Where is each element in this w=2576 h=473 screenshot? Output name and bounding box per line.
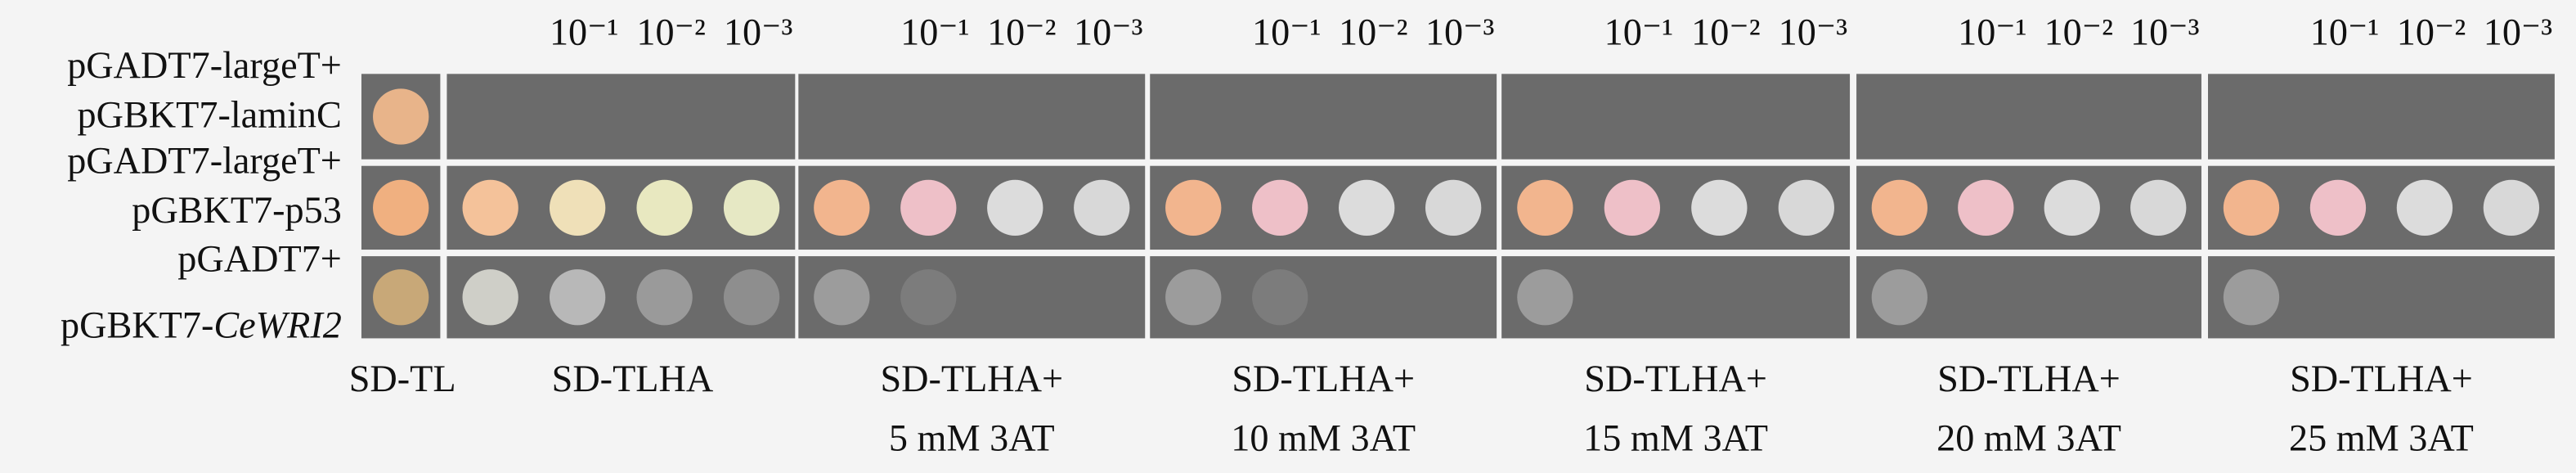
row-label: pGBKT7-p53 bbox=[132, 189, 342, 231]
condition-label: 5 mM 3AT bbox=[889, 417, 1055, 458]
dilution-label: 10⁻¹ bbox=[550, 11, 618, 53]
dilution-label: 10⁻¹ bbox=[1604, 11, 1673, 53]
colony-spot bbox=[900, 179, 957, 236]
row-label: pGBKT7-laminC bbox=[78, 93, 342, 135]
colony-spot bbox=[1074, 179, 1130, 236]
dilution-label: 10⁻² bbox=[636, 11, 705, 53]
colony-spot bbox=[987, 179, 1043, 236]
colony-spot bbox=[1871, 179, 1928, 236]
colony-spot bbox=[549, 179, 606, 236]
dilution-label: 10⁻³ bbox=[1074, 11, 1142, 53]
dilution-label: 10⁻² bbox=[1339, 11, 1407, 53]
colony-spot bbox=[1425, 179, 1482, 236]
dilution-label: 10⁻¹ bbox=[900, 11, 969, 53]
condition-label: 15 mM 3AT bbox=[1583, 417, 1768, 458]
dilution-label: 10⁻² bbox=[2397, 11, 2466, 53]
plate-panel bbox=[447, 74, 796, 160]
colony-spot bbox=[814, 179, 870, 236]
row-label: pGADT7+ bbox=[177, 238, 342, 280]
dilution-label: 10⁻² bbox=[1691, 11, 1760, 53]
dilution-label: 10⁻¹ bbox=[1252, 11, 1321, 53]
condition-label: SD-TLHA bbox=[552, 358, 714, 399]
dilution-label: 10⁻³ bbox=[2484, 11, 2552, 53]
colony-spot bbox=[373, 88, 429, 145]
colony-spot bbox=[1691, 179, 1748, 236]
row-label: pGADT7-largeT+ bbox=[67, 44, 342, 86]
dilution-label: 10⁻¹ bbox=[2310, 11, 2379, 53]
plate-panel bbox=[1501, 74, 1851, 160]
colony-spot bbox=[636, 269, 693, 326]
colony-spot bbox=[814, 269, 870, 326]
colony-spot bbox=[1517, 269, 1573, 326]
colony-spot bbox=[2309, 179, 2367, 236]
dilution-label: 10⁻³ bbox=[724, 11, 792, 53]
colony-spot bbox=[2483, 179, 2540, 236]
condition-label: SD-TLHA+ bbox=[2290, 358, 2473, 399]
colony-spot bbox=[2223, 269, 2280, 326]
row-label-part: pGBKT7-p53 bbox=[132, 189, 342, 231]
colony-spot bbox=[2396, 179, 2453, 236]
dilution-label: 10⁻¹ bbox=[1958, 11, 2026, 53]
plate-panel bbox=[2208, 74, 2555, 160]
dilution-label: 10⁻³ bbox=[2130, 11, 2199, 53]
colony-spot bbox=[1604, 179, 1661, 236]
colony-spot bbox=[1958, 179, 2014, 236]
colony-spot bbox=[636, 179, 693, 236]
condition-label: SD-TLHA+ bbox=[1584, 358, 1767, 399]
condition-label: SD-TL bbox=[349, 358, 456, 399]
colony-spot bbox=[1165, 269, 1222, 326]
colony-spot bbox=[2044, 179, 2100, 236]
condition-label: 10 mM 3AT bbox=[1231, 417, 1416, 458]
dilution-label: 10⁻² bbox=[2044, 11, 2113, 53]
colony-spot bbox=[1778, 179, 1834, 236]
row-label-part: pGBKT7- bbox=[61, 304, 213, 345]
colony-spot bbox=[462, 269, 518, 326]
plate-panel bbox=[1856, 74, 2201, 160]
colony-spot bbox=[1252, 179, 1308, 236]
condition-label: 25 mM 3AT bbox=[2289, 417, 2474, 458]
colony-spot bbox=[1339, 179, 1395, 236]
colony-spot bbox=[1517, 179, 1573, 236]
colony-spot bbox=[2130, 179, 2187, 236]
dilution-label: 10⁻³ bbox=[1425, 11, 1494, 53]
colony-spot bbox=[1252, 269, 1308, 326]
colony-spot bbox=[900, 269, 957, 326]
condition-label: SD-TLHA+ bbox=[880, 358, 1063, 399]
condition-label: 20 mM 3AT bbox=[1936, 417, 2121, 458]
colony-spot bbox=[723, 269, 780, 326]
colony-spot bbox=[373, 269, 429, 326]
plate-panel bbox=[798, 74, 1146, 160]
colony-spot bbox=[1165, 179, 1222, 236]
row-label-part: pGBKT7-laminC bbox=[78, 93, 342, 135]
row-label: pGADT7-largeT+ bbox=[67, 139, 342, 181]
colony-spot bbox=[373, 179, 429, 236]
colony-spot bbox=[723, 179, 780, 236]
colony-spot bbox=[462, 179, 518, 236]
dilution-label: 10⁻³ bbox=[1779, 11, 1847, 53]
row-label-gene: CeWRI2 bbox=[213, 304, 341, 345]
condition-label: SD-TLHA+ bbox=[1937, 358, 2120, 399]
plate-panel bbox=[1150, 74, 1497, 160]
dilution-label: 10⁻² bbox=[987, 11, 1056, 53]
colony-spot bbox=[1871, 269, 1928, 326]
colony-spot bbox=[549, 269, 606, 326]
colony-spot bbox=[2223, 179, 2280, 236]
condition-label: SD-TLHA+ bbox=[1232, 358, 1415, 399]
row-label: pGBKT7-CeWRI2 bbox=[61, 304, 342, 345]
